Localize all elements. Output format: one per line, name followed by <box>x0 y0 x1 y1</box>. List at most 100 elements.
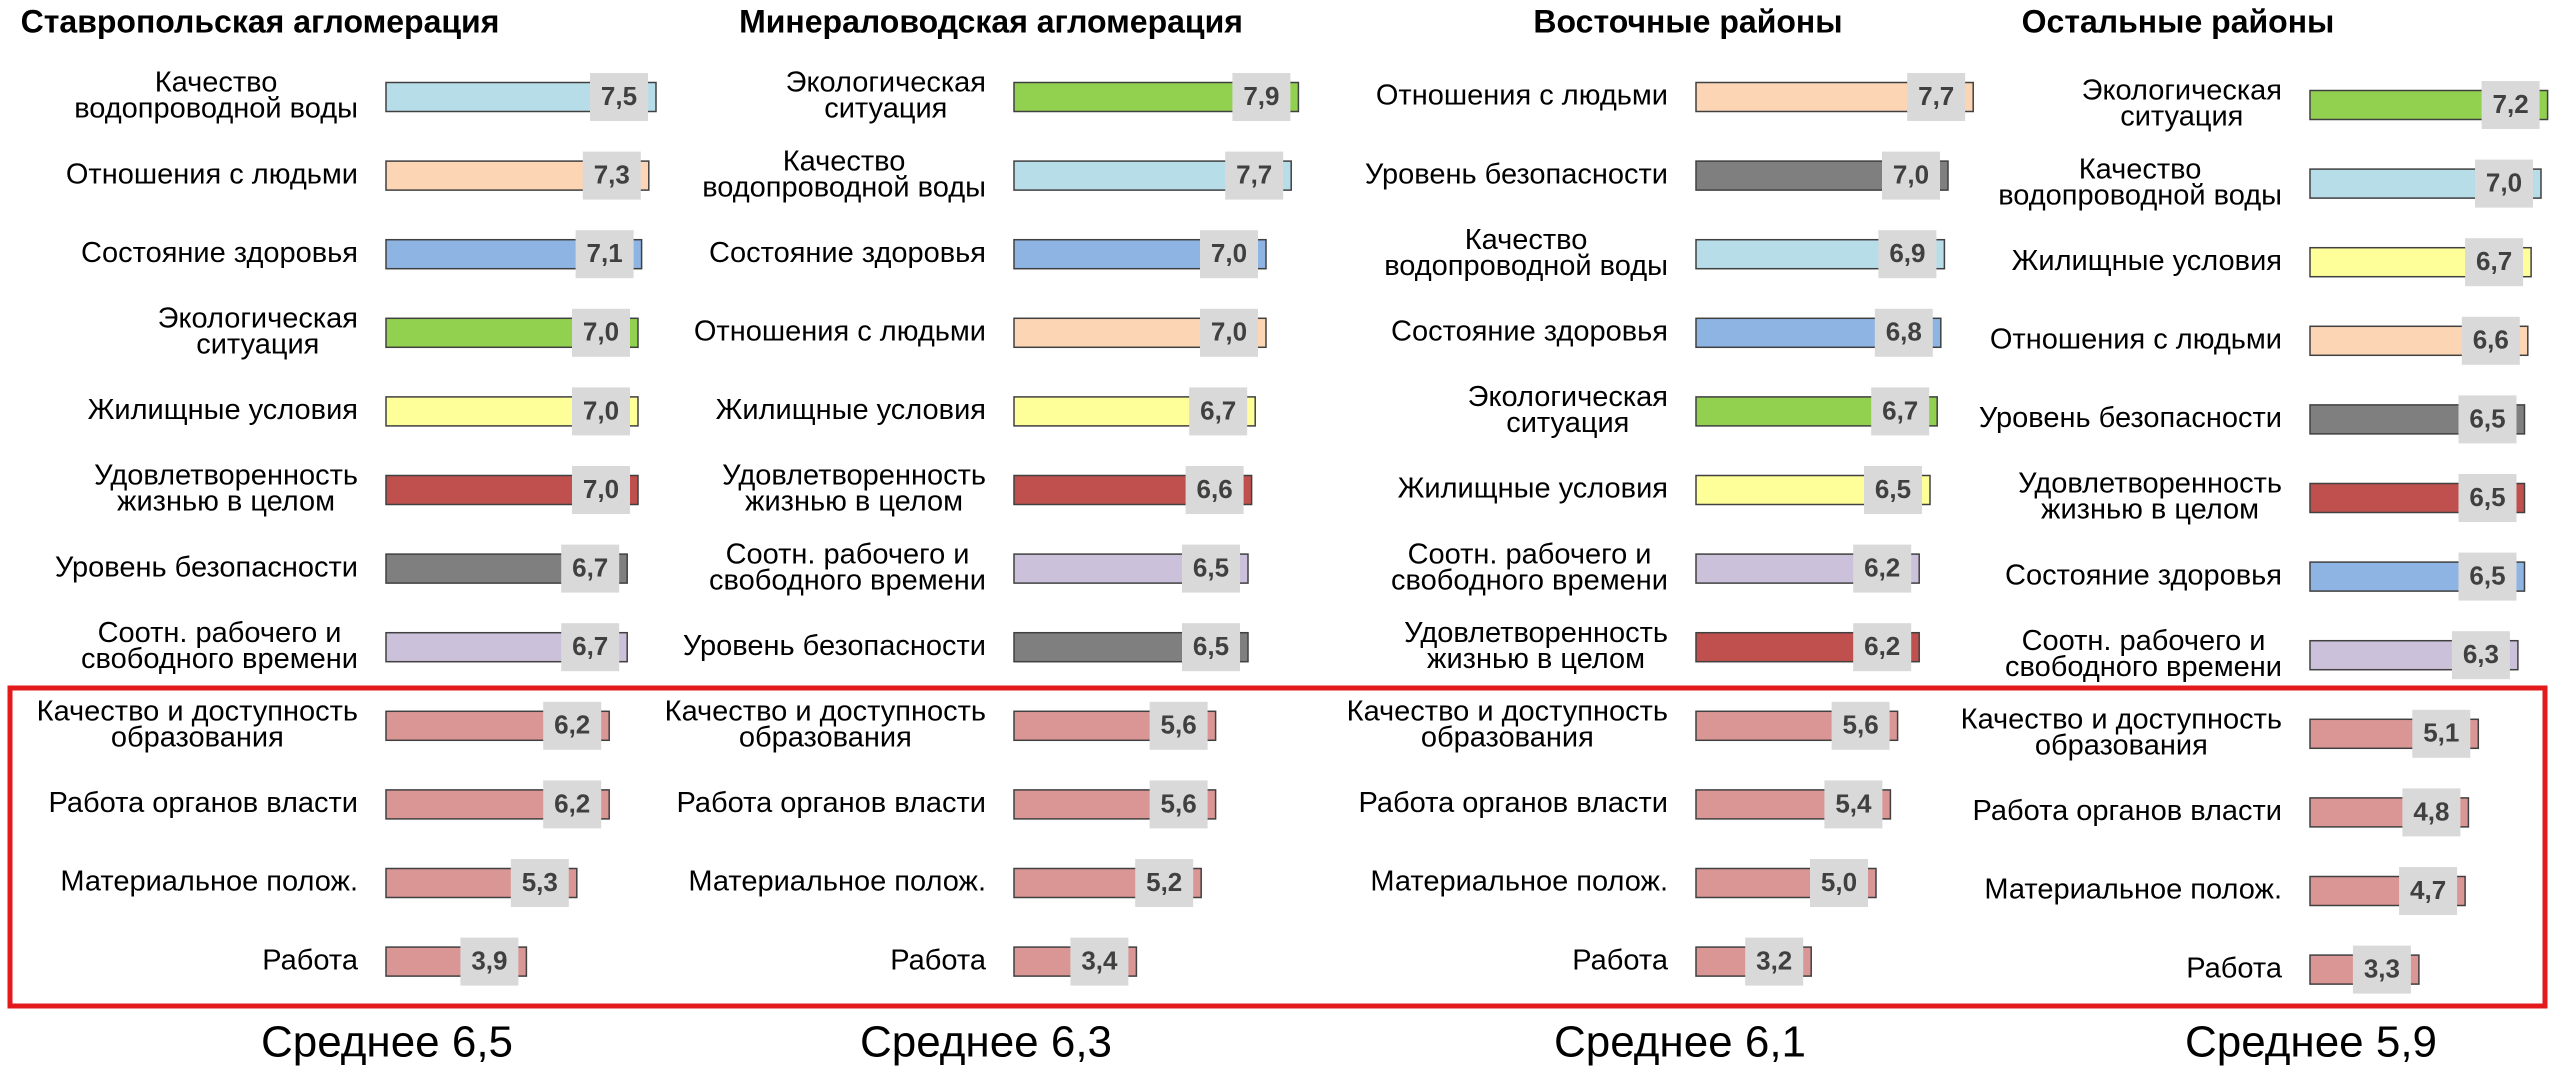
value-label-box <box>2412 709 2471 758</box>
category-label-line: Состояние здоровья <box>1391 315 1668 347</box>
value-label-box <box>1070 937 1129 986</box>
category-label-line: жизнью в целом <box>745 486 963 518</box>
value-label-box <box>2399 867 2458 915</box>
value-label: 7,0 <box>583 474 619 504</box>
value-label: 7,0 <box>1893 159 1929 189</box>
category-label-line: образования <box>111 721 284 753</box>
value-label-box <box>582 151 641 200</box>
value-label: 5,6 <box>1161 710 1197 740</box>
value-label: 3,4 <box>1081 945 1118 975</box>
value-label: 7,7 <box>1918 81 1954 111</box>
category-label-line: Качество и доступность <box>1347 695 1668 727</box>
value-label: 6,7 <box>1882 395 1918 425</box>
category-label-line: Качество <box>2079 153 2202 185</box>
value-label-box <box>460 937 519 986</box>
category-label-line: Жилищные условия <box>716 394 986 426</box>
category-label-line: Отношения с людьми <box>694 315 986 347</box>
value-label: 5,1 <box>2423 718 2459 748</box>
value-label: 4,7 <box>2410 875 2446 905</box>
category-label: Материальное полож. <box>1370 866 1668 898</box>
category-label-line: Качество <box>783 145 906 177</box>
category-label-line: Уровень безопасности <box>683 630 986 662</box>
category-label: Работа органов власти <box>677 787 986 819</box>
category-label-line: Работа органов власти <box>49 787 358 819</box>
category-label-line: свободного времени <box>2005 651 2282 683</box>
value-label: 6,2 <box>554 710 590 740</box>
category-label-line: свободного времени <box>1391 564 1668 596</box>
category-label: Работа <box>2186 952 2283 984</box>
category-label-line: Работа <box>2186 952 2283 984</box>
value-label: 6,5 <box>1875 474 1911 504</box>
value-label-box <box>1864 466 1922 514</box>
category-label-line: ситуация <box>824 93 947 125</box>
value-label-box <box>1871 387 1930 436</box>
category-label-line: Качество и доступность <box>1961 703 2282 735</box>
value-label-box <box>2352 945 2411 994</box>
value-label-box <box>1810 859 1868 907</box>
value-label-box <box>575 230 634 279</box>
value-label: 7,9 <box>1243 81 1279 111</box>
highlight-frame <box>7 685 2548 1009</box>
category-label: Уровень безопасности <box>1979 402 2282 434</box>
category-label-line: ситуация <box>2120 101 2243 133</box>
panel-title: Минераловодская агломерация <box>739 3 1243 39</box>
average-note: Среднее 6,5 <box>261 1018 513 1067</box>
value-label-box <box>1149 701 1208 750</box>
value-label: 4,8 <box>2413 796 2449 826</box>
value-label-box <box>572 387 630 436</box>
value-label: 3,9 <box>471 945 507 975</box>
value-label-box <box>1907 73 1966 121</box>
value-label: 7,5 <box>601 81 637 111</box>
category-label-line: водопроводной воды <box>1998 179 2282 211</box>
category-label-line: Работа органов власти <box>1973 795 2282 827</box>
category-label: Состояние здоровья <box>1391 315 1668 347</box>
category-label-line: Уровень безопасности <box>1979 402 2282 434</box>
category-label-line: Состояние здоровья <box>2005 559 2282 591</box>
category-label: Работа <box>890 944 987 976</box>
category-label-line: свободного времени <box>709 564 986 596</box>
value-label: 6,7 <box>572 631 608 661</box>
category-label-line: Материальное полож. <box>1984 874 2282 906</box>
category-label: Жилищные условия <box>88 394 358 426</box>
category-label-line: Экологическая <box>2082 75 2282 107</box>
value-label: 6,6 <box>1197 474 1233 504</box>
category-label-line: Удовлетворенность <box>722 460 986 492</box>
category-label-line: Соотн. рабочего и <box>98 617 342 649</box>
value-label-box <box>1878 230 1937 279</box>
value-label-box <box>1882 151 1940 200</box>
category-label-line: Удовлетворенность <box>94 460 358 492</box>
value-label-box <box>1853 623 1912 672</box>
category-label-line: Уровень безопасности <box>1365 158 1668 190</box>
category-label-line: Отношения с людьми <box>1990 323 2282 355</box>
category-label-line: ситуация <box>1506 407 1629 439</box>
category-label-line: Уровень безопасности <box>55 551 358 583</box>
category-label-line: Качество и доступность <box>37 695 358 727</box>
value-label: 6,5 <box>1193 552 1229 582</box>
value-label-box <box>590 73 648 121</box>
category-label-line: жизнью в целом <box>117 486 335 518</box>
category-label: Материальное полож. <box>688 866 986 898</box>
category-label: Жилищные условия <box>2012 245 2282 277</box>
value-label-box <box>2465 238 2524 287</box>
value-label: 6,8 <box>1886 317 1922 347</box>
category-label: Отношения с людьми <box>1990 323 2282 355</box>
category-label-line: Экологическая <box>786 67 986 99</box>
category-label: Состояние здоровья <box>709 237 986 269</box>
category-label: Жилищные условия <box>716 394 986 426</box>
value-label-box <box>2458 474 2517 522</box>
value-label: 6,5 <box>1193 631 1229 661</box>
value-label: 6,9 <box>1889 238 1925 268</box>
category-label-line: свободного времени <box>81 643 358 675</box>
value-label: 7,0 <box>2486 167 2522 197</box>
